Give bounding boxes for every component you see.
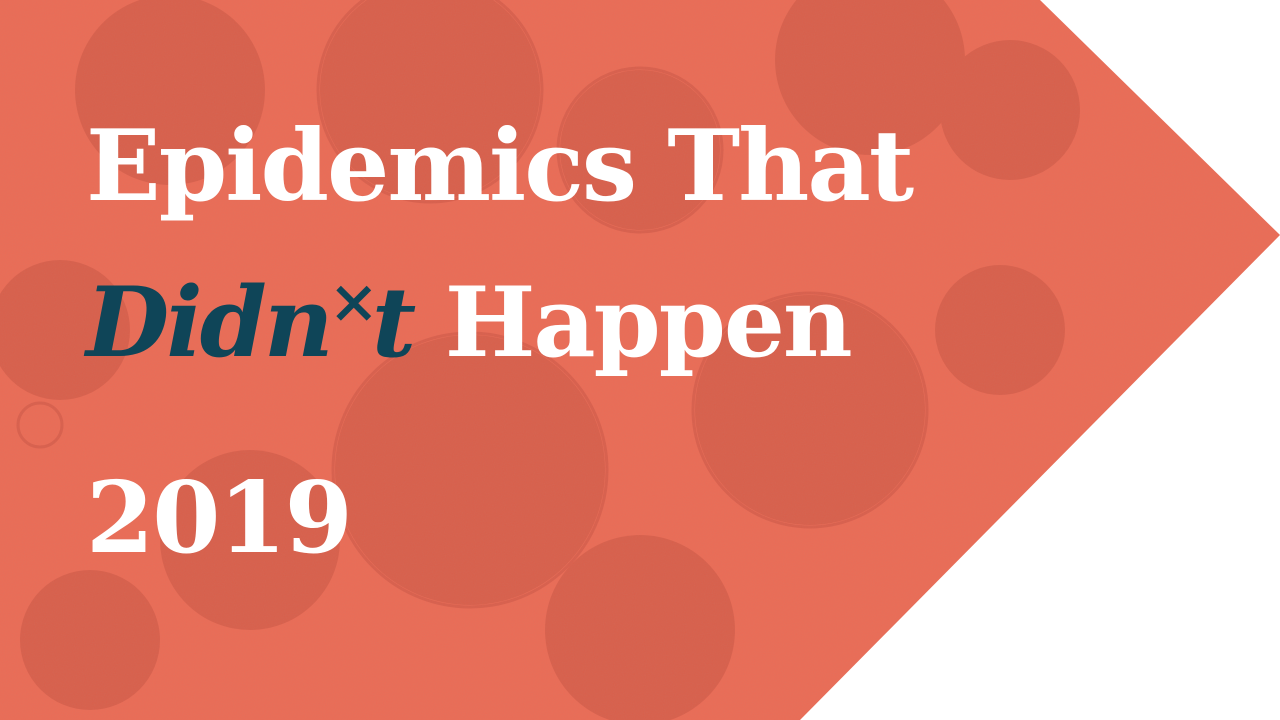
title-accent-word: Didn×t	[86, 266, 416, 379]
accent-part-2: t	[371, 266, 416, 379]
title-line-1: Epidemics That	[86, 109, 914, 224]
accent-part-1: Didn	[86, 266, 334, 379]
report-title: Epidemics That Didn×t Happen	[86, 109, 914, 392]
report-year: 2019	[86, 461, 353, 576]
cross-mark-icon: ×	[328, 267, 379, 337]
title-line-2-rest: Happen	[444, 266, 853, 379]
title-line-2: Didn×t Happen	[86, 272, 912, 392]
